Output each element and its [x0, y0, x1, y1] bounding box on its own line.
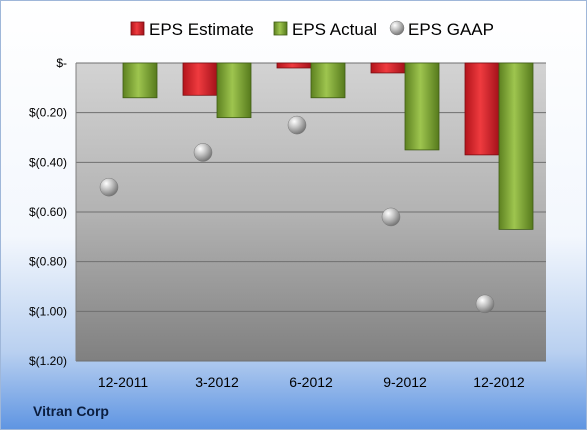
y-tick-label: $(1.00) [29, 304, 67, 318]
eps-actual-bar [498, 62, 534, 230]
eps-estimate-bar [464, 62, 500, 156]
legend-swatch-eps-gaap [389, 20, 405, 36]
legend-label-eps-estimate: EPS Estimate [149, 20, 254, 39]
y-tick-label: $(0.60) [29, 205, 67, 219]
company-label: Vitran Corp [33, 403, 109, 419]
x-tick-label: 12-2012 [473, 374, 525, 390]
eps-gaap-point [193, 143, 213, 162]
eps-gaap-point [287, 115, 307, 135]
y-tick-label: $(0.80) [29, 255, 67, 269]
eps-actual-bar [122, 62, 158, 99]
legend-swatch-eps-estimate [130, 21, 145, 36]
legend: EPS Estimate EPS Actual EPS GAAP [130, 20, 494, 39]
legend-label-eps-gaap: EPS GAAP [408, 20, 494, 39]
eps-gaap-point [99, 177, 119, 197]
eps-estimate-bar [370, 62, 406, 74]
eps-gaap-point [475, 294, 495, 314]
eps-actual-bar [310, 62, 346, 99]
eps-estimate-bar [182, 62, 218, 96]
legend-swatch-eps-actual [273, 21, 288, 36]
y-tick-label: $(0.40) [29, 155, 67, 169]
y-tick-label: $(1.20) [29, 354, 67, 368]
x-tick-label: 6-2012 [289, 374, 333, 390]
eps-actual-bar [216, 62, 252, 119]
eps-actual-bar [404, 62, 440, 151]
eps-estimate-bar [276, 62, 312, 69]
plot-area: $- $(0.20) $(0.40) $(0.60) $(0.80) $(1.00) $(1… [29, 56, 546, 390]
x-tick-label: 12-2011 [98, 374, 149, 390]
y-tick-label: $(0.20) [29, 106, 67, 120]
eps-gaap-point [381, 207, 401, 227]
x-tick-label: 9-2012 [383, 374, 427, 390]
legend-label-eps-actual: EPS Actual [292, 20, 377, 39]
y-tick-label: $- [56, 56, 67, 70]
x-tick-label: 3-2012 [195, 374, 239, 390]
